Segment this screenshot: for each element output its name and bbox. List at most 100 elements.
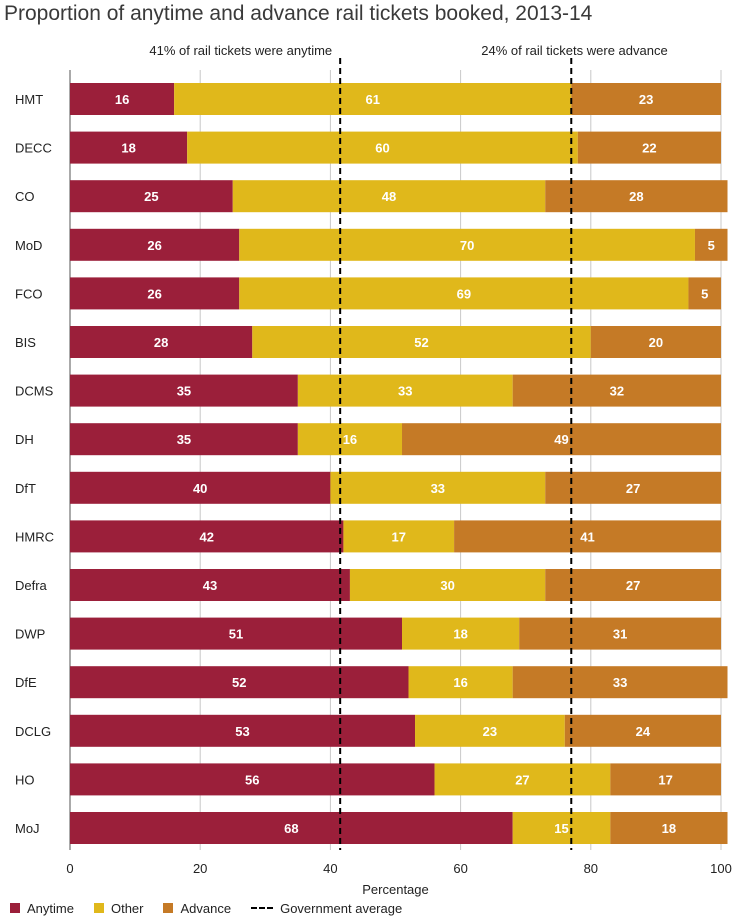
category-label-bis: BIS [15, 335, 36, 350]
bar-other-dcms [297, 374, 513, 407]
x-tick-label-20: 20 [193, 861, 207, 876]
bar-other-moj [512, 812, 611, 844]
data-label-anytime-dcms: 35 [177, 384, 191, 399]
bar-anytime-fco [70, 277, 240, 310]
bar-advance-mod [694, 228, 728, 261]
data-label-anytime-co: 25 [144, 189, 158, 204]
bar-advance-defra [545, 569, 721, 601]
bar-anytime-co [70, 180, 233, 213]
data-label-advance-moj: 18 [662, 821, 676, 836]
category-label-hmrc: HMRC [15, 529, 54, 544]
bar-advance-dh [402, 423, 721, 456]
bar-anytime-dwp [70, 617, 403, 650]
bar-advance-ho [610, 763, 721, 796]
bar-anytime-decc [70, 131, 188, 164]
data-label-other-fco: 69 [457, 286, 471, 301]
data-label-advance-fco: 5 [701, 286, 708, 301]
bar-advance-dft [545, 471, 721, 504]
x-tick-label-80: 80 [584, 861, 598, 876]
bar-anytime-hmrc [70, 520, 344, 553]
bar-anytime-moj [70, 812, 513, 844]
legend-swatch-advance [163, 903, 174, 913]
bar-advance-dclg [564, 714, 721, 747]
data-label-anytime-dclg: 53 [235, 724, 249, 739]
data-label-anytime-moj: 68 [284, 821, 298, 836]
data-label-advance-dclg: 24 [636, 724, 651, 739]
bar-other-decc [187, 131, 578, 164]
data-label-anytime-hmt: 16 [115, 92, 129, 107]
bar-other-defra [349, 569, 546, 601]
data-label-anytime-ho: 56 [245, 772, 259, 787]
data-label-anytime-hmrc: 42 [199, 529, 213, 544]
data-label-other-dclg: 23 [483, 724, 497, 739]
x-tick-label-60: 60 [453, 861, 467, 876]
legend-swatch-other [93, 903, 104, 913]
category-label-dclg: DCLG [15, 724, 51, 739]
data-label-anytime-bis: 28 [154, 335, 168, 350]
category-label-moj: MoJ [15, 821, 40, 836]
category-label-dcms: DCMS [15, 384, 54, 399]
bar-other-mod [239, 228, 695, 261]
data-label-other-dcms: 33 [398, 384, 412, 399]
data-label-anytime-defra: 43 [203, 578, 217, 593]
data-label-advance-decc: 22 [642, 141, 656, 156]
data-label-anytime-dwp: 51 [229, 627, 243, 642]
bar-other-dh [297, 423, 403, 456]
legend-label-advance: Advance [180, 900, 232, 916]
bar-other-hmt [174, 83, 572, 115]
data-label-other-mod: 70 [460, 238, 474, 253]
bar-advance-moj [610, 812, 728, 844]
data-label-advance-mod: 5 [708, 238, 715, 253]
data-label-advance-defra: 27 [626, 578, 640, 593]
bar-anytime-mod [70, 228, 240, 261]
data-label-anytime-dh: 35 [177, 432, 191, 447]
data-label-advance-dh: 49 [554, 432, 568, 447]
data-label-advance-hmrc: 41 [580, 529, 594, 544]
bar-other-hmrc [343, 520, 455, 553]
bar-other-dclg [415, 714, 565, 747]
legend-swatch-anytime [10, 903, 20, 913]
bar-advance-dcms [512, 374, 721, 407]
data-label-advance-bis: 20 [649, 335, 663, 350]
category-label-dft: DfT [15, 481, 36, 496]
bar-advance-hmrc [454, 520, 721, 553]
bar-anytime-dft [70, 471, 331, 504]
category-label-ho: HO [15, 772, 35, 787]
legend-label-anytime: Anytime [27, 900, 74, 916]
data-label-other-moj: 15 [554, 821, 568, 836]
bar-advance-decc [577, 131, 721, 164]
category-label-mod: MoD [15, 238, 42, 253]
bar-advance-bis [590, 326, 721, 358]
bar-advance-co [545, 180, 728, 213]
bar-other-fco [239, 277, 689, 310]
bar-anytime-dclg [70, 714, 416, 747]
bar-anytime-ho [70, 763, 435, 796]
data-label-other-dh: 16 [343, 432, 357, 447]
bar-other-dwp [402, 617, 520, 650]
x-tick-label-0: 0 [66, 861, 73, 876]
category-label-decc: DECC [15, 141, 52, 156]
bar-advance-dwp [519, 617, 721, 650]
data-label-anytime-dft: 40 [193, 481, 207, 496]
data-label-advance-dfe: 33 [613, 675, 627, 690]
bar-other-ho [434, 763, 611, 796]
legend-item-anytime: Anytime [10, 901, 74, 916]
x-tick-label-40: 40 [323, 861, 337, 876]
data-label-advance-dft: 27 [626, 481, 640, 496]
data-label-advance-dwp: 31 [613, 627, 627, 642]
bar-other-dfe [408, 666, 513, 699]
reference-label-anytime-average: 41% of rail tickets were anytime [149, 43, 332, 58]
legend-label-other: Other [110, 900, 144, 916]
data-label-other-bis: 52 [414, 335, 428, 350]
data-label-other-defra: 30 [440, 578, 454, 593]
category-label-dh: DH [15, 432, 34, 447]
legend-item-government-average: Government average [251, 901, 402, 916]
bar-other-co [232, 180, 546, 213]
data-label-other-co: 48 [382, 189, 396, 204]
reference-label-advance-average: 24% of rail tickets were advance [481, 43, 667, 58]
data-label-anytime-dfe: 52 [232, 675, 246, 690]
legend-item-other: Other [93, 900, 144, 916]
data-label-anytime-decc: 18 [121, 141, 135, 156]
category-label-dwp: DWP [15, 627, 45, 642]
